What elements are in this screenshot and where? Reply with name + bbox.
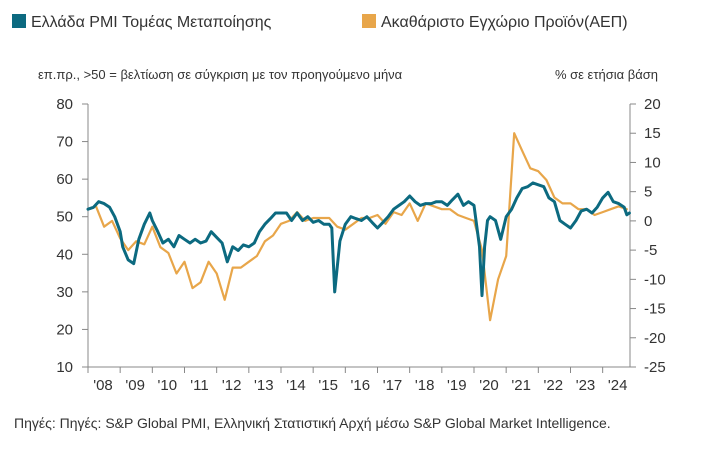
right-tick-label: 5 (644, 184, 652, 201)
right-tick-label: -15 (644, 301, 666, 318)
x-tick-label: '15 (318, 377, 338, 394)
left-axis-note: επ.πρ., >50 = βελτίωση σε σύγκριση με το… (38, 67, 403, 82)
x-tick-label: '20 (479, 377, 499, 394)
right-tick-label: -20 (644, 330, 666, 347)
x-tick-label: '11 (190, 377, 208, 394)
left-tick-label: 70 (56, 134, 73, 151)
x-tick-label: '12 (222, 377, 242, 394)
left-tick-label: 10 (56, 359, 73, 376)
x-tick-label: '13 (254, 377, 274, 394)
right-y-ticks: -25 -20 -15 -10 -5 0 5 10 15 20 (630, 96, 666, 376)
x-tick-label: '16 (351, 377, 371, 394)
series-line-gdp (86, 132, 628, 322)
x-tick-label: '24 (608, 377, 628, 394)
x-tick-label: '18 (415, 377, 435, 394)
right-tick-label: -25 (644, 359, 666, 376)
series-layer (86, 132, 631, 322)
left-tick-label: 20 (56, 321, 73, 338)
legend-label-pmi: Ελλάδα PMI Τομέας Μεταποίησης (31, 14, 272, 31)
right-tick-label: -10 (644, 271, 666, 288)
left-tick-label: 40 (56, 246, 73, 263)
x-tick-label: '08 (93, 377, 113, 394)
right-tick-label: 15 (644, 125, 661, 142)
x-tick-label: '17 (383, 377, 403, 394)
x-tick-label: '14 (286, 377, 306, 394)
x-ticks: '08 '09 '10 '11 '12 '13 '14 '15 '16 '17 '18 '19 '20 '… (87, 367, 628, 394)
left-tick-label: 80 (56, 96, 73, 113)
x-tick-label: '10 (158, 377, 178, 394)
right-tick-label: 0 (644, 213, 652, 230)
source-note: Πηγές: Πηγές: S&P Global PMI, Ελληνική Σ… (14, 415, 611, 431)
right-tick-label: 10 (644, 154, 661, 171)
right-tick-label: 20 (644, 96, 661, 113)
legend-label-gdp: Ακαθάριστο Εγχώριο Προϊόν(ΑΕΠ) (381, 14, 628, 31)
legend-swatch-pmi (12, 14, 26, 28)
x-tick-label: '09 (125, 377, 145, 394)
x-tick-label: '21 (511, 377, 531, 394)
right-tick-label: -5 (644, 242, 657, 259)
left-tick-label: 30 (56, 284, 73, 301)
left-tick-label: 60 (56, 171, 73, 188)
right-axis-note: % σε ετήσια βάση (555, 67, 658, 82)
x-tick-label: '19 (447, 377, 467, 394)
x-tick-label: '22 (544, 377, 564, 394)
left-tick-label: 50 (56, 209, 73, 226)
left-y-ticks: 10 20 30 40 50 60 70 80 (56, 96, 88, 376)
x-tick-label: '23 (576, 377, 596, 394)
series-line-pmi (86, 181, 631, 298)
legend-swatch-gdp (362, 14, 376, 28)
